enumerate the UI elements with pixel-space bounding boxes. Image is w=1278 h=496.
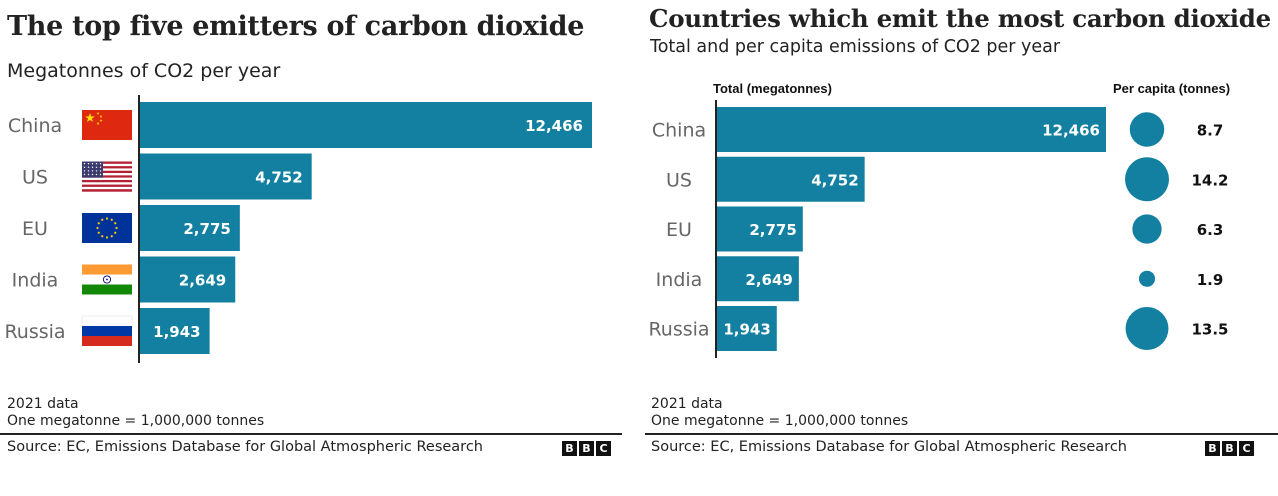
per-capita-label: 1.9 <box>1197 271 1224 289</box>
category-label: Russia <box>648 319 709 341</box>
data-label: 1,943 <box>723 321 770 339</box>
bar <box>716 107 1106 152</box>
category-label: EU <box>22 218 48 240</box>
footer-rule <box>645 433 1278 435</box>
per-capita-circle <box>1138 270 1156 287</box>
category-label: EU <box>666 219 692 241</box>
chart-panel-left: The top five emitters of carbon dioxide … <box>0 0 622 496</box>
source-text: Source: EC, Emissions Database for Globa… <box>651 439 1127 455</box>
data-label: 12,466 <box>1042 122 1100 140</box>
per-capita-label: 6.3 <box>1197 221 1224 239</box>
chart-title: The top five emitters of carbon dioxide <box>7 11 585 42</box>
data-label: 4,752 <box>811 171 858 189</box>
category-label: India <box>656 269 703 291</box>
category-label: China <box>8 115 62 137</box>
bar-chart-right: China 12,466 8.7 US 4,752 14.2 EU 2,775 6.3 India… <box>648 100 1229 358</box>
unit-note: One megatonne = 1,000,000 tonnes <box>7 413 265 429</box>
bar <box>139 256 236 303</box>
bar <box>139 153 312 200</box>
per-capita-label: 14.2 <box>1191 171 1228 189</box>
data-year-note: 2021 data <box>651 396 723 412</box>
bar <box>139 308 210 354</box>
chart-title: Countries which emit the most carbon dio… <box>649 4 1271 33</box>
flag-china-icon <box>82 110 132 140</box>
data-label: 2,775 <box>183 220 230 238</box>
bar <box>716 306 777 351</box>
per-capita-circle <box>1125 157 1169 202</box>
per-capita-circle <box>1129 112 1165 147</box>
data-year-note: 2021 data <box>7 396 79 412</box>
data-label: 2,775 <box>749 221 796 239</box>
category-label: India <box>12 270 59 292</box>
per-capita-circle <box>1125 307 1169 350</box>
chart-subtitle: Megatonnes of CO2 per year <box>7 60 281 82</box>
flag-india-icon <box>82 264 132 295</box>
data-label: 4,752 <box>255 169 302 187</box>
category-label: US <box>22 167 48 189</box>
per-capita-label: 13.5 <box>1191 321 1228 339</box>
bar <box>716 156 865 202</box>
bar-chart-left: China 12,466 US 4,752 EU 2,775 India 2,649 Russi… <box>4 95 592 363</box>
data-label: 2,649 <box>179 272 226 290</box>
flag-us-icon <box>82 161 132 192</box>
flag-eu-icon <box>82 213 132 243</box>
per-capita-circle <box>1132 214 1162 244</box>
data-label: 12,466 <box>525 117 583 135</box>
bar <box>139 102 592 148</box>
bar <box>716 256 799 302</box>
category-label: China <box>652 120 706 142</box>
unit-note: One megatonne = 1,000,000 tonnes <box>651 413 909 429</box>
data-label: 1,943 <box>153 323 200 341</box>
chart-panel-right: Countries which emit the most carbon dio… <box>645 0 1278 496</box>
bar <box>139 205 240 251</box>
source-text: Source: EC, Emissions Database for Globa… <box>7 439 483 455</box>
flag-russia-icon <box>81 315 133 346</box>
bar <box>716 206 803 252</box>
chart-subtitle: Total and per capita emissions of CO2 pe… <box>650 37 1061 57</box>
per-capita-label: 8.7 <box>1197 122 1224 140</box>
category-label: US <box>666 169 692 191</box>
column-header-total: Total (megatonnes) <box>713 81 832 96</box>
category-label: Russia <box>4 321 65 343</box>
data-label: 2,649 <box>745 271 792 289</box>
footer-rule <box>0 433 622 435</box>
column-header-per-capita: Per capita (tonnes) <box>1113 81 1231 96</box>
